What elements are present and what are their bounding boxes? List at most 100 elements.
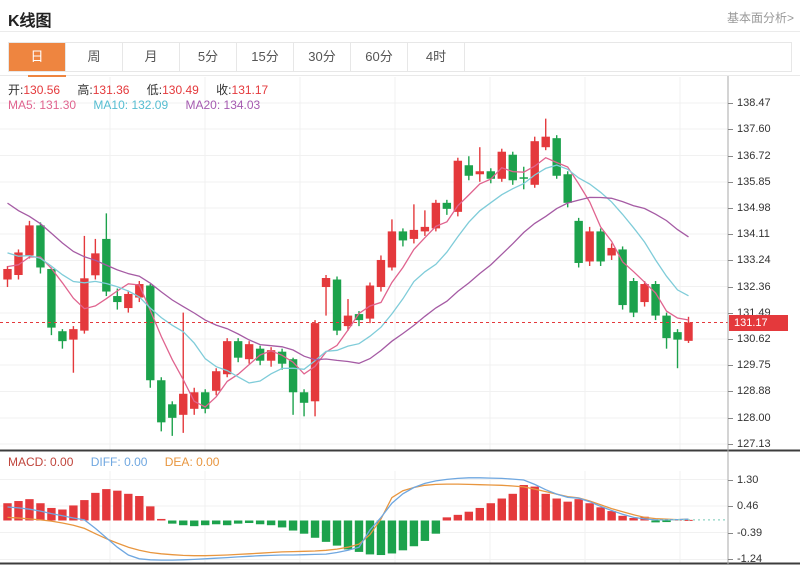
candle-up (3, 268, 12, 280)
candle-down (486, 171, 495, 179)
ma-legend: MA5: 131.30 MA10: 132.09 MA20: 134.03 (8, 98, 260, 112)
axis-tick (728, 286, 733, 288)
macd-bar-up (80, 500, 89, 521)
macd-bar-up (585, 503, 594, 521)
axis-tick (728, 417, 733, 419)
page-title: K线图 (8, 13, 52, 30)
candle-down (629, 281, 638, 313)
macd-bar-down (662, 520, 671, 523)
macd-bar-up (508, 493, 517, 521)
axis-tick (728, 234, 733, 236)
candle-down (464, 165, 474, 176)
tab-60min[interactable]: 60分 (351, 43, 408, 71)
candle-up (266, 350, 276, 361)
chart-canvas (0, 76, 800, 565)
candle-up (475, 171, 485, 175)
axis-tick (728, 260, 733, 262)
axis-tick (728, 207, 733, 209)
tab-15min[interactable]: 15分 (237, 43, 294, 71)
macd-bar-up (58, 509, 67, 521)
candle-up (211, 371, 221, 391)
macd-bar-up (146, 506, 155, 521)
tab-4hour[interactable]: 4时 (408, 43, 465, 71)
macd-value-legend: MACD: 0.00 (8, 455, 74, 469)
main-axis-label: 128.88 (737, 385, 771, 398)
candle-down (299, 392, 309, 403)
candle-up (530, 141, 539, 185)
axis-tick (728, 506, 733, 508)
macd-bar-down (365, 520, 375, 555)
axis-tick (728, 559, 733, 561)
macd-bar-down (376, 520, 386, 556)
macd-bar-down (409, 520, 419, 547)
ma20-line (7, 196, 689, 364)
candle-down (354, 314, 364, 321)
open-label: 开: (8, 83, 24, 97)
main-axis-label: 132.36 (737, 280, 771, 293)
tab-30min[interactable]: 30分 (294, 43, 351, 71)
macd-bar-up (91, 492, 100, 521)
ma10-legend: MA10: 132.09 (93, 98, 169, 112)
candle-down (157, 380, 166, 423)
header: K线图 基本面分析> (0, 0, 800, 32)
candle-down (47, 268, 56, 328)
candle-up (497, 151, 506, 179)
candle-down (508, 154, 517, 181)
axis-tick (728, 479, 733, 481)
macd-bar-down (420, 520, 430, 541)
candle-down (332, 279, 342, 331)
macd-bar-down (168, 520, 177, 524)
candle-down (58, 331, 67, 342)
macd-axis-label: -1.24 (737, 553, 763, 566)
tab-day[interactable]: 日 (9, 43, 66, 71)
macd-bar-down (277, 520, 287, 528)
macd-bar-up (519, 485, 528, 521)
macd-axis-label: 0.46 (737, 500, 759, 513)
main-axis-label: 137.60 (737, 123, 771, 136)
candle-down (36, 225, 45, 268)
axis-tick (728, 103, 733, 104)
macd-bar-down (211, 520, 221, 525)
candle-down (673, 332, 682, 340)
fundamental-analysis-link[interactable]: 基本面分析> (726, 11, 794, 25)
candle-down (662, 315, 671, 339)
header-divider (0, 31, 800, 32)
macd-bar-down (387, 520, 397, 554)
main-axis-label: 134.11 (737, 228, 770, 241)
candle-up (453, 160, 463, 212)
candle-down (563, 174, 572, 203)
macd-bar-down (244, 520, 254, 524)
macd-bar-up (552, 498, 561, 521)
candle-down (552, 138, 561, 176)
macd-bar-up (69, 505, 78, 521)
main-axis-label: 134.98 (737, 201, 771, 214)
macd-bar-up (442, 517, 452, 521)
candle-up (420, 226, 430, 232)
candle-down (398, 231, 408, 241)
macd-bar-down (354, 520, 364, 552)
close-value: 131.17 (231, 83, 269, 97)
candle-down (519, 177, 528, 179)
candle-up (310, 323, 320, 402)
macd-bar-down (222, 520, 232, 526)
macd-bar-down (179, 520, 188, 526)
tab-week[interactable]: 周 (66, 43, 123, 71)
candle-down (201, 392, 210, 409)
macd-bar-down (266, 520, 276, 526)
axis-tick (728, 312, 733, 314)
tab-5min[interactable]: 5分 (180, 43, 237, 71)
kline-chart-area[interactable]: 开:130.56 高:131.36 低:130.49 收:131.17 MA5:… (0, 75, 800, 565)
macd-bar-down (651, 520, 660, 523)
macd-bar-up (14, 501, 23, 521)
candle-up (607, 247, 616, 256)
macd-bar-down (288, 520, 298, 531)
macd-bar-down (233, 520, 243, 524)
tab-month[interactable]: 月 (123, 43, 180, 71)
candle-down (618, 249, 627, 306)
macd-bar-down (299, 520, 309, 534)
candle-down (574, 220, 583, 263)
candle-down (113, 296, 122, 303)
macd-bar-up (486, 503, 495, 521)
macd-axis-label: -0.39 (737, 526, 763, 539)
